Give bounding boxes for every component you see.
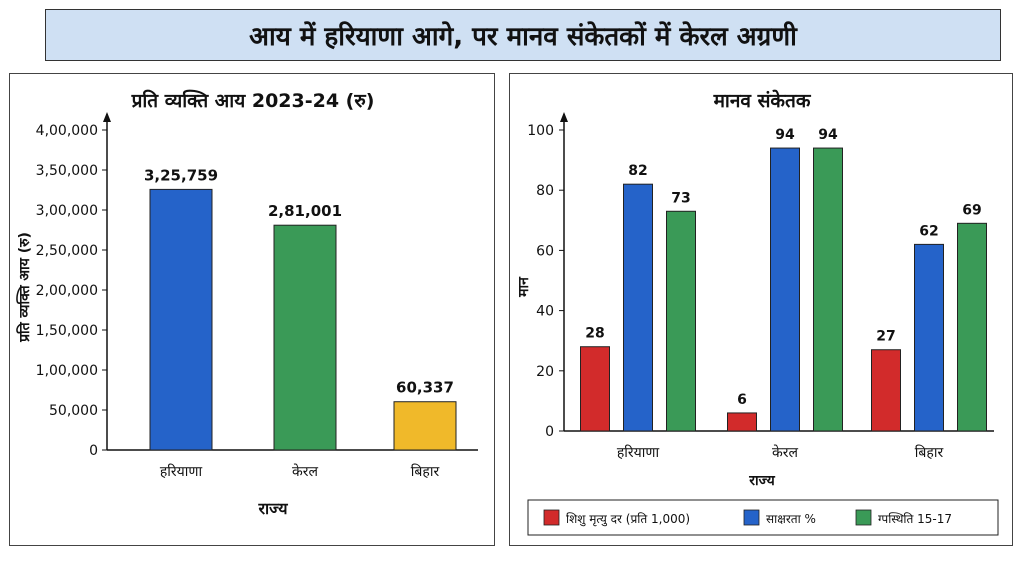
bar — [623, 183, 653, 432]
y-axis-label: प्रति व्यक्ति आय (रु) — [16, 232, 33, 343]
bar-value-label: 6 — [737, 392, 747, 408]
human-indicators-panel: मानव संकेतक 0 20 40 60 80 100 मान 28 6 27 82 94 62 73 9… — [509, 73, 1013, 546]
bar-value-label: 62 — [919, 223, 938, 239]
bar-value-label: 94 — [818, 127, 838, 143]
bar — [770, 147, 800, 432]
y-tick-label: 0 — [89, 443, 98, 459]
bar-value-label: 94 — [775, 127, 795, 143]
bar-value-label: 27 — [876, 329, 895, 345]
y-tick-label: 1,00,000 — [36, 363, 98, 379]
y-tick-label: 50,000 — [49, 403, 98, 419]
bar — [914, 243, 944, 432]
y-tick-label: 40 — [536, 304, 554, 320]
y-tick-label: 3,50,000 — [36, 163, 98, 179]
y-axis-arrow — [560, 112, 568, 122]
y-tick-label: 3,00,000 — [36, 203, 98, 219]
y-axis-arrow — [103, 112, 111, 122]
legend-box — [527, 499, 999, 536]
income-chart: प्रति व्यक्ति आय 2023-24 (रु) 0 50,000 1,00… — [16, 89, 478, 518]
bar-value-label: 69 — [962, 202, 981, 218]
bar — [727, 412, 757, 432]
x-tick-label: हरियाणा — [617, 444, 660, 461]
bar-value-label: 2,81,001 — [268, 202, 342, 220]
x-tick-label: केरल — [292, 463, 318, 480]
x-tick-label: बिहार — [411, 463, 440, 480]
human-indicators-chart: मानव संकेतक 0 20 40 60 80 100 मान 28 6 27 82 94 62 73 9… — [516, 89, 999, 536]
bar — [393, 401, 457, 451]
bar-value-label: 28 — [585, 326, 604, 342]
legend-label: शिशु मृत्यु दर (प्रति 1,000) — [566, 512, 690, 527]
bar — [580, 346, 610, 432]
bar — [273, 224, 337, 451]
y-axis-label: मान — [516, 276, 532, 298]
y-tick-label: 1,50,000 — [36, 323, 98, 339]
chart-title: प्रति व्यक्ति आय 2023-24 (रु) — [131, 89, 375, 112]
legend-label: ग्पस्थिति 15-17 — [878, 512, 952, 526]
y-tick-label: 80 — [536, 183, 554, 199]
chart-title: मानव संकेतक — [713, 89, 812, 112]
bar — [871, 349, 901, 432]
bar-value-label: 82 — [628, 163, 647, 179]
legend-label: साक्षरता % — [766, 512, 816, 526]
x-tick-label: बिहार — [915, 444, 944, 461]
y-tick-label: 60 — [536, 243, 554, 259]
bar-value-label: 73 — [671, 190, 690, 206]
y-tick-label: 2,00,000 — [36, 283, 98, 299]
y-tick-label: 2,50,000 — [36, 243, 98, 259]
y-tick-label: 100 — [527, 123, 554, 139]
legend-swatch — [855, 509, 872, 526]
bar — [149, 188, 213, 451]
x-axis-label: राज्य — [257, 499, 288, 518]
y-tick-label: 4,00,000 — [36, 123, 98, 139]
x-axis-label: राज्य — [748, 473, 775, 489]
y-tick-label: 0 — [545, 424, 554, 440]
x-tick-label: हरियाणा — [160, 463, 203, 480]
bar-value-label: 3,25,759 — [144, 166, 218, 184]
bar — [957, 222, 987, 432]
x-tick-label: केरल — [772, 444, 798, 461]
legend-swatch — [543, 509, 560, 526]
bar — [813, 147, 843, 432]
income-chart-panel: प्रति व्यक्ति आय 2023-24 (रु) 0 50,000 1,00… — [9, 73, 495, 546]
legend-swatch — [743, 509, 760, 526]
bar-value-label: 60,337 — [396, 379, 454, 397]
y-tick-label: 20 — [536, 364, 554, 380]
bar — [666, 210, 696, 432]
headline: आय में हरियाणा आगे, पर मानव संकेतकों में… — [249, 22, 797, 52]
headline-banner: आय में हरियाणा आगे, पर मानव संकेतकों में… — [45, 9, 1001, 61]
